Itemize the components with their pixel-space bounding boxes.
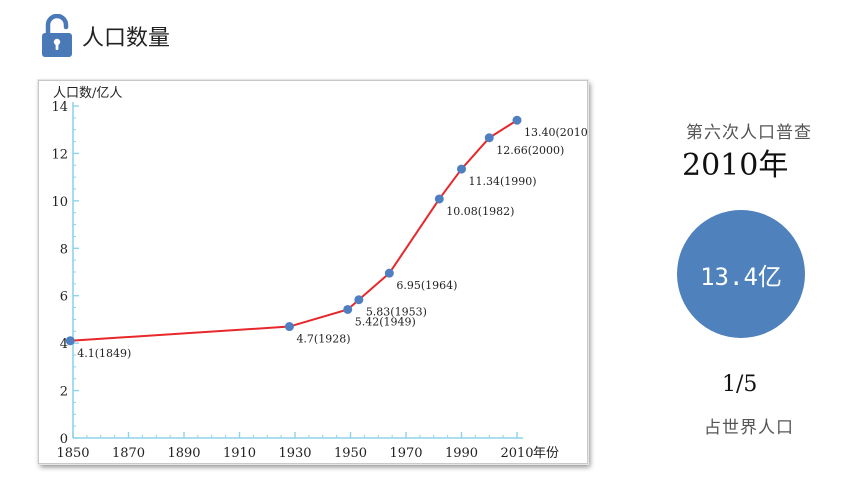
y-axis-title: 人口数/亿人 [53, 86, 122, 101]
data-label: 11.34(1990) [469, 175, 537, 188]
x-tick-label: 1990 [445, 446, 478, 461]
data-point [484, 133, 494, 143]
y-tick-label: 6 [60, 290, 68, 305]
data-label: 10.08(1982) [446, 205, 514, 218]
y-tick-label: 10 [51, 195, 68, 210]
y-tick-label: 0 [60, 432, 68, 447]
x-tick-label: 1950 [334, 446, 367, 461]
population-series-line [70, 119, 518, 342]
y-tick-label: 12 [51, 147, 68, 162]
census-label: 第六次人口普查 [686, 123, 812, 143]
y-tick-label: 4 [60, 337, 68, 352]
data-label: 4.7(1928) [296, 333, 350, 346]
data-point [457, 164, 466, 174]
x-tick-label: 1870 [112, 446, 145, 461]
population-line-chart: 0 2 4 6 8 10 12 14 1850 1870 1890 1910 1930 1950 1970 1… [51, 86, 587, 461]
data-point [512, 115, 522, 125]
data-label: 5.42(1949) [355, 315, 416, 328]
data-point [434, 194, 444, 204]
data-label: 4.1(1849) [77, 347, 131, 360]
data-point [384, 268, 394, 278]
y-tick-label: 2 [60, 385, 68, 400]
x-tick-label: 1910 [223, 446, 256, 461]
y-tick-label: 8 [60, 242, 68, 257]
x-tick-label: 2010 [500, 446, 533, 461]
data-point [354, 295, 364, 305]
world-share-fraction: 1/5 [722, 372, 758, 397]
data-label: 5.83(1953) [366, 306, 427, 319]
y-tick-label: 14 [51, 100, 68, 115]
data-point [343, 304, 353, 314]
page-title: 人口数量 [82, 26, 171, 51]
data-point [284, 322, 294, 332]
x-tick-label: 1850 [56, 446, 89, 461]
census-year: 2010年 [682, 148, 789, 183]
lock-open-icon [42, 14, 72, 57]
x-axis-title: 年份 [533, 446, 559, 461]
x-tick-label: 1930 [278, 446, 311, 461]
section-header: 人口数量 [40, 14, 170, 58]
data-label: 6.95(1964) [396, 279, 457, 292]
x-tick-label: 1890 [167, 446, 200, 461]
x-tick-label: 1970 [389, 446, 422, 461]
data-point [65, 336, 75, 346]
population-value: 13.4亿 [700, 262, 782, 291]
data-label: 13.40(2010) [524, 126, 587, 139]
data-label: 12.66(2000) [496, 144, 564, 157]
world-share-label: 占世界人口 [704, 418, 794, 438]
population-circle: 13.4亿 [677, 210, 805, 338]
population-chart: 0 2 4 6 8 10 12 14 1850 1870 1890 1910 1930 1950 1970 1… [38, 80, 588, 464]
